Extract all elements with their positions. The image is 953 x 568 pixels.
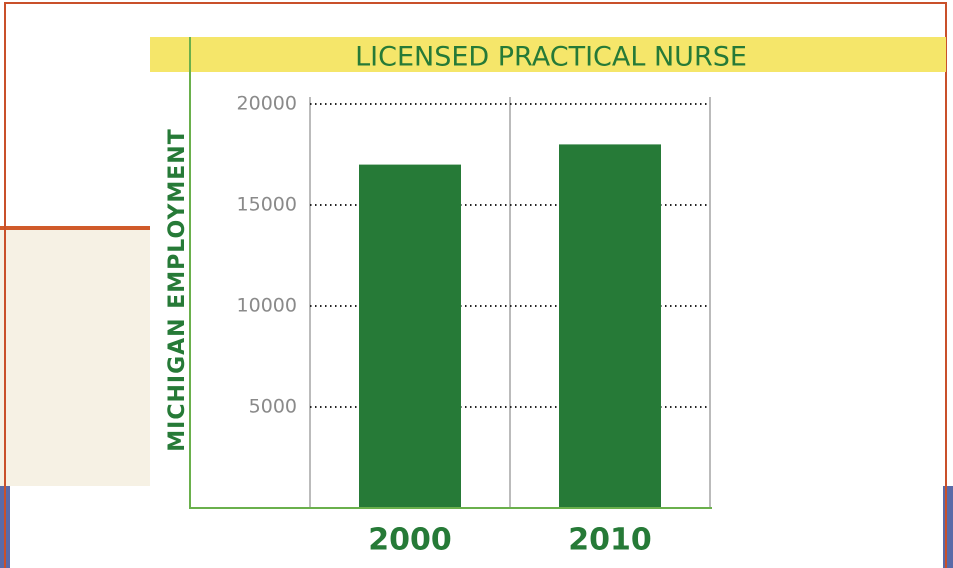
y-tick-label: 15000 bbox=[237, 194, 297, 216]
chart-title: LICENSED PRACTICAL NURSE bbox=[355, 42, 747, 73]
title-banner bbox=[150, 37, 946, 72]
side-band bbox=[943, 486, 953, 568]
y-axis-label: MICHIGAN EMPLOYMENT bbox=[165, 128, 190, 451]
bar bbox=[359, 164, 461, 508]
y-tick-label: 5000 bbox=[249, 396, 297, 418]
x-tick-label: 2010 bbox=[568, 523, 652, 558]
frame bbox=[4, 2, 947, 568]
side-panel bbox=[0, 228, 150, 486]
y-tick-label: 20000 bbox=[237, 93, 297, 115]
y-tick-label: 10000 bbox=[237, 295, 297, 317]
side-rule bbox=[0, 226, 150, 230]
bar bbox=[559, 144, 661, 508]
x-tick-label: 2000 bbox=[368, 523, 452, 558]
